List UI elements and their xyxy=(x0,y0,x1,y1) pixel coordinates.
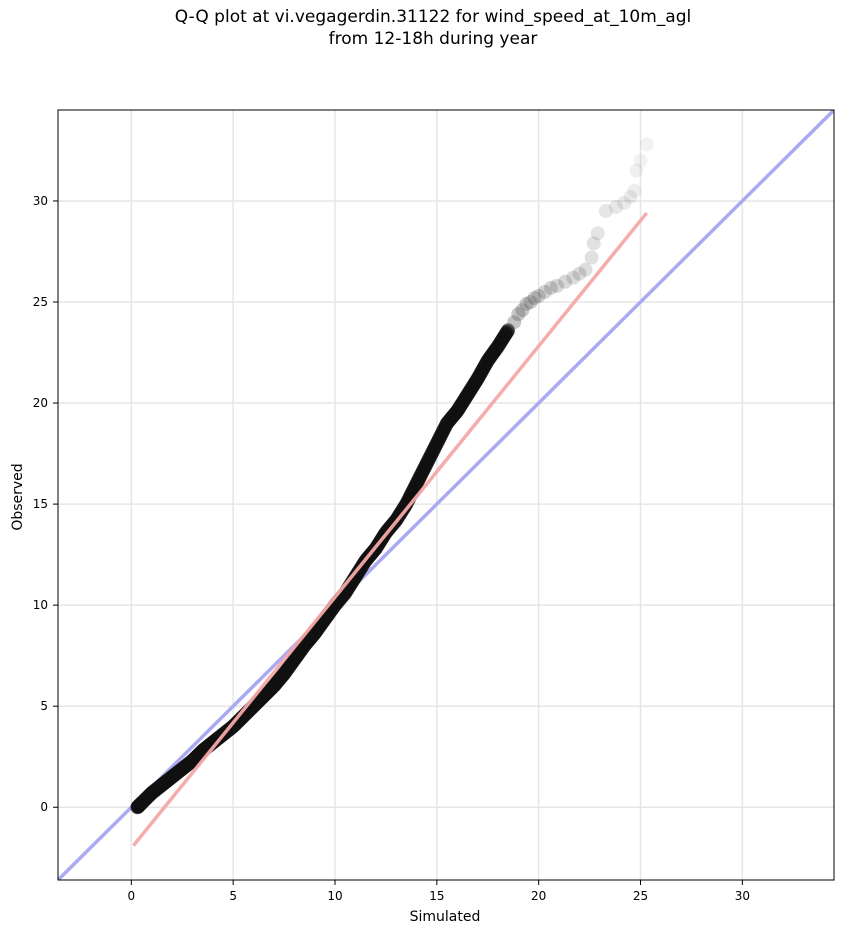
data-point xyxy=(639,137,654,152)
data-point xyxy=(566,270,581,285)
x-tick-label: 10 xyxy=(327,889,342,903)
fit-line xyxy=(132,211,648,847)
y-tick-label: 25 xyxy=(33,295,48,309)
x-tick-label: 30 xyxy=(735,889,750,903)
data-point xyxy=(584,250,599,265)
data-point xyxy=(627,183,642,198)
x-tick-label: 20 xyxy=(531,889,546,903)
data-point xyxy=(629,163,644,178)
y-axis-label: Observed xyxy=(10,463,26,530)
data-point xyxy=(519,297,534,312)
data-point xyxy=(578,262,593,277)
data-point xyxy=(617,195,632,210)
x-tick-label: 0 xyxy=(128,889,136,903)
chart-title-line1: Q-Q plot at vi.vegagerdin.31122 for wind… xyxy=(174,7,692,27)
chart-title-line2: from 12-18h during year xyxy=(328,29,538,49)
data-point xyxy=(537,284,552,299)
data-point xyxy=(558,274,573,289)
quantile-points xyxy=(130,323,516,815)
y-tick-label: 30 xyxy=(33,194,48,208)
data-point xyxy=(609,200,624,215)
data-point xyxy=(623,189,638,204)
data-point xyxy=(515,303,530,318)
data-point xyxy=(527,290,542,305)
data-point xyxy=(531,288,546,303)
data-point xyxy=(543,280,558,295)
y-tick-label: 10 xyxy=(33,598,48,612)
data-point xyxy=(572,266,587,281)
plot-area xyxy=(58,110,834,880)
data-point xyxy=(523,294,538,309)
x-axis-label: Simulated xyxy=(410,909,481,925)
data-point xyxy=(590,226,605,241)
chart-title: Q-Q plot at vi.vegagerdin.31122 for wind… xyxy=(0,6,843,50)
data-point xyxy=(511,307,526,322)
data-point xyxy=(586,236,601,251)
x-tick-label: 5 xyxy=(229,889,237,903)
grid-lines xyxy=(58,110,834,880)
y-tick-label: 5 xyxy=(40,699,48,713)
y-axis-ticks: 0 5 10 15 20 25 30 xyxy=(33,194,58,814)
x-axis-ticks: 0 5 10 15 20 25 30 xyxy=(128,880,750,903)
plot-frame xyxy=(57,109,835,881)
sparse-points xyxy=(507,137,654,330)
data-point xyxy=(550,278,565,293)
x-tick-label: 25 xyxy=(633,889,648,903)
data-point xyxy=(598,204,613,219)
identity-line xyxy=(58,110,834,880)
data-point xyxy=(633,153,648,168)
data-point xyxy=(501,323,516,338)
y-tick-label: 20 xyxy=(33,396,48,410)
y-tick-label: 0 xyxy=(40,800,48,814)
x-tick-label: 15 xyxy=(429,889,444,903)
y-tick-label: 15 xyxy=(33,497,48,511)
data-point xyxy=(507,315,522,330)
